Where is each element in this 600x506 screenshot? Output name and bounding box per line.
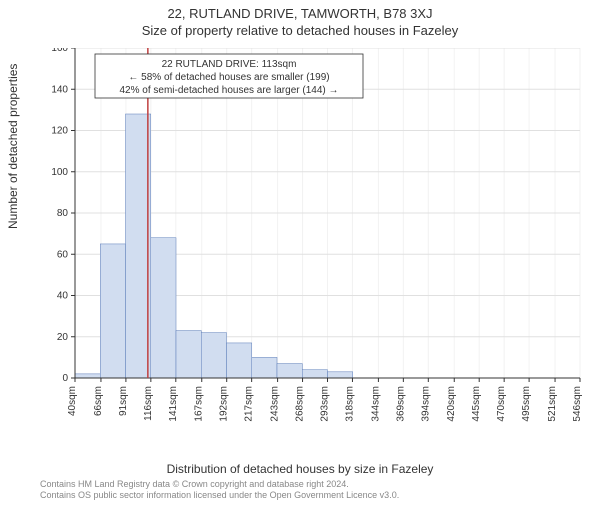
y-tick-label: 20	[57, 332, 69, 343]
x-tick-label: 445sqm	[471, 386, 482, 422]
x-tick-label: 394sqm	[420, 386, 431, 422]
histogram-bar	[151, 238, 176, 378]
x-tick-label: 344sqm	[370, 386, 381, 422]
histogram-bar	[252, 357, 277, 378]
x-tick-label: 546sqm	[572, 386, 583, 422]
x-tick-label: 268sqm	[295, 386, 306, 422]
y-tick-label: 40	[57, 291, 69, 302]
x-tick-label: 420sqm	[446, 386, 457, 422]
y-tick-label: 140	[51, 84, 68, 95]
y-tick-label: 120	[51, 126, 68, 137]
y-tick-label: 100	[51, 167, 68, 178]
x-tick-label: 470sqm	[496, 386, 507, 422]
chart-title: 22, RUTLAND DRIVE, TAMWORTH, B78 3XJ	[0, 6, 600, 21]
chart-area: 0 20 40 60 80 100 120 140 160 40sqm 66sqm 91sqm 116s…	[45, 48, 585, 438]
x-tick-label: 141sqm	[168, 386, 179, 422]
x-tick-label: 116sqm	[143, 386, 154, 421]
x-tick-label: 40sqm	[67, 386, 78, 416]
histogram-bar	[100, 244, 125, 378]
y-axis-label: Number of detached properties	[6, 64, 20, 229]
footnote: Contains HM Land Registry data © Crown c…	[40, 479, 590, 502]
histogram-bar	[227, 343, 252, 378]
y-tick-label: 60	[57, 249, 69, 260]
histogram-bar	[176, 331, 201, 378]
x-tick-label: 495sqm	[521, 386, 532, 422]
x-tick-label: 167sqm	[194, 386, 205, 422]
histogram-bar	[75, 374, 100, 378]
histogram-plot: 0 20 40 60 80 100 120 140 160 40sqm 66sqm 91sqm 116s…	[45, 48, 585, 438]
x-tick-label: 318sqm	[344, 386, 355, 422]
x-tick-label: 217sqm	[244, 386, 255, 422]
footnote-line-1: Contains HM Land Registry data © Crown c…	[40, 479, 590, 491]
y-tick-label: 160	[51, 48, 68, 54]
x-tick-label: 521sqm	[547, 386, 558, 422]
annotation-line-3: 42% of semi-detached houses are larger (…	[119, 85, 338, 96]
x-tick-label: 293sqm	[320, 386, 331, 422]
y-tick-label: 0	[62, 373, 68, 384]
x-tick-label: 243sqm	[270, 386, 281, 422]
histogram-bar	[201, 333, 226, 378]
annotation-line-2: ← 58% of detached houses are smaller (19…	[128, 72, 329, 83]
x-tick-label: 369sqm	[395, 386, 406, 422]
annotation-line-1: 22 RUTLAND DRIVE: 113sqm	[162, 59, 297, 70]
x-tick-label: 91sqm	[118, 386, 129, 416]
x-axis-label: Distribution of detached houses by size …	[0, 462, 600, 476]
footnote-line-2: Contains OS public sector information li…	[40, 490, 590, 502]
histogram-bar	[277, 364, 302, 378]
x-tick-label: 66sqm	[93, 386, 104, 416]
y-tick-label: 80	[57, 208, 69, 219]
histogram-bar	[328, 372, 353, 378]
histogram-bar	[302, 370, 327, 378]
x-tick-label: 192sqm	[219, 386, 230, 422]
histogram-bar	[126, 114, 151, 378]
chart-subtitle: Size of property relative to detached ho…	[0, 23, 600, 38]
